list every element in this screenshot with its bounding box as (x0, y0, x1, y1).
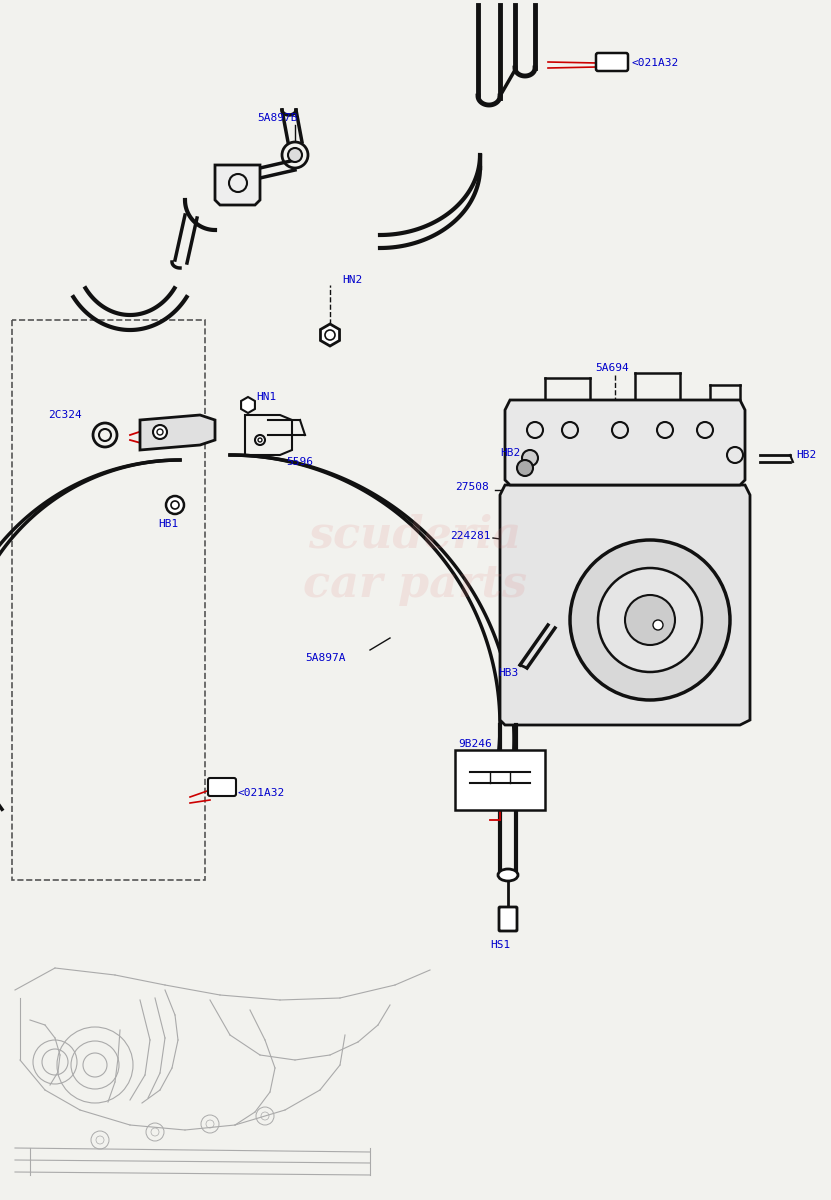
Circle shape (166, 496, 184, 514)
Text: <021A32: <021A32 (632, 58, 679, 68)
Circle shape (288, 148, 302, 162)
Polygon shape (140, 415, 215, 450)
Polygon shape (505, 400, 745, 485)
Ellipse shape (498, 869, 518, 881)
Circle shape (625, 595, 675, 646)
Text: 9B246: 9B246 (458, 739, 492, 749)
Text: HN1: HN1 (256, 392, 276, 402)
Text: HB3: HB3 (498, 668, 519, 678)
Text: HB2: HB2 (500, 448, 520, 458)
FancyBboxPatch shape (208, 778, 236, 796)
Text: HB1: HB1 (158, 518, 179, 529)
Text: 5A897A: 5A897A (305, 653, 346, 662)
Circle shape (598, 568, 702, 672)
Circle shape (570, 540, 730, 700)
Text: HB2: HB2 (796, 450, 816, 460)
Text: <021A32: <021A32 (238, 788, 285, 798)
Text: 5A694: 5A694 (595, 362, 629, 373)
FancyBboxPatch shape (499, 907, 517, 931)
Text: HS1: HS1 (490, 940, 510, 950)
Text: HN2: HN2 (342, 275, 362, 284)
FancyBboxPatch shape (596, 53, 628, 71)
Polygon shape (500, 485, 750, 725)
Text: 5596: 5596 (286, 457, 313, 467)
Circle shape (517, 460, 533, 476)
Polygon shape (215, 164, 260, 205)
Text: scuderia
car parts: scuderia car parts (303, 514, 527, 606)
Circle shape (522, 450, 538, 466)
Text: 224281: 224281 (450, 530, 490, 541)
Text: 5A897B: 5A897B (257, 113, 297, 122)
Circle shape (153, 425, 167, 439)
Text: 27508: 27508 (455, 482, 489, 492)
Circle shape (653, 620, 663, 630)
Text: 2C324: 2C324 (48, 410, 81, 420)
Circle shape (255, 434, 265, 445)
Bar (455, 750, 545, 810)
